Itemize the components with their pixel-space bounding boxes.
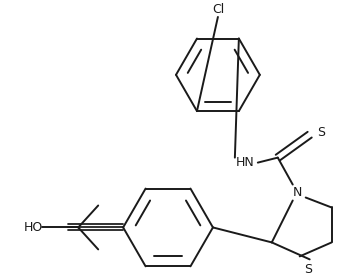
Text: HN: HN	[236, 156, 254, 169]
Text: HO: HO	[24, 221, 43, 234]
Text: N: N	[293, 186, 302, 199]
Text: Cl: Cl	[212, 3, 224, 17]
Text: S: S	[304, 263, 312, 276]
Text: S: S	[317, 126, 325, 139]
